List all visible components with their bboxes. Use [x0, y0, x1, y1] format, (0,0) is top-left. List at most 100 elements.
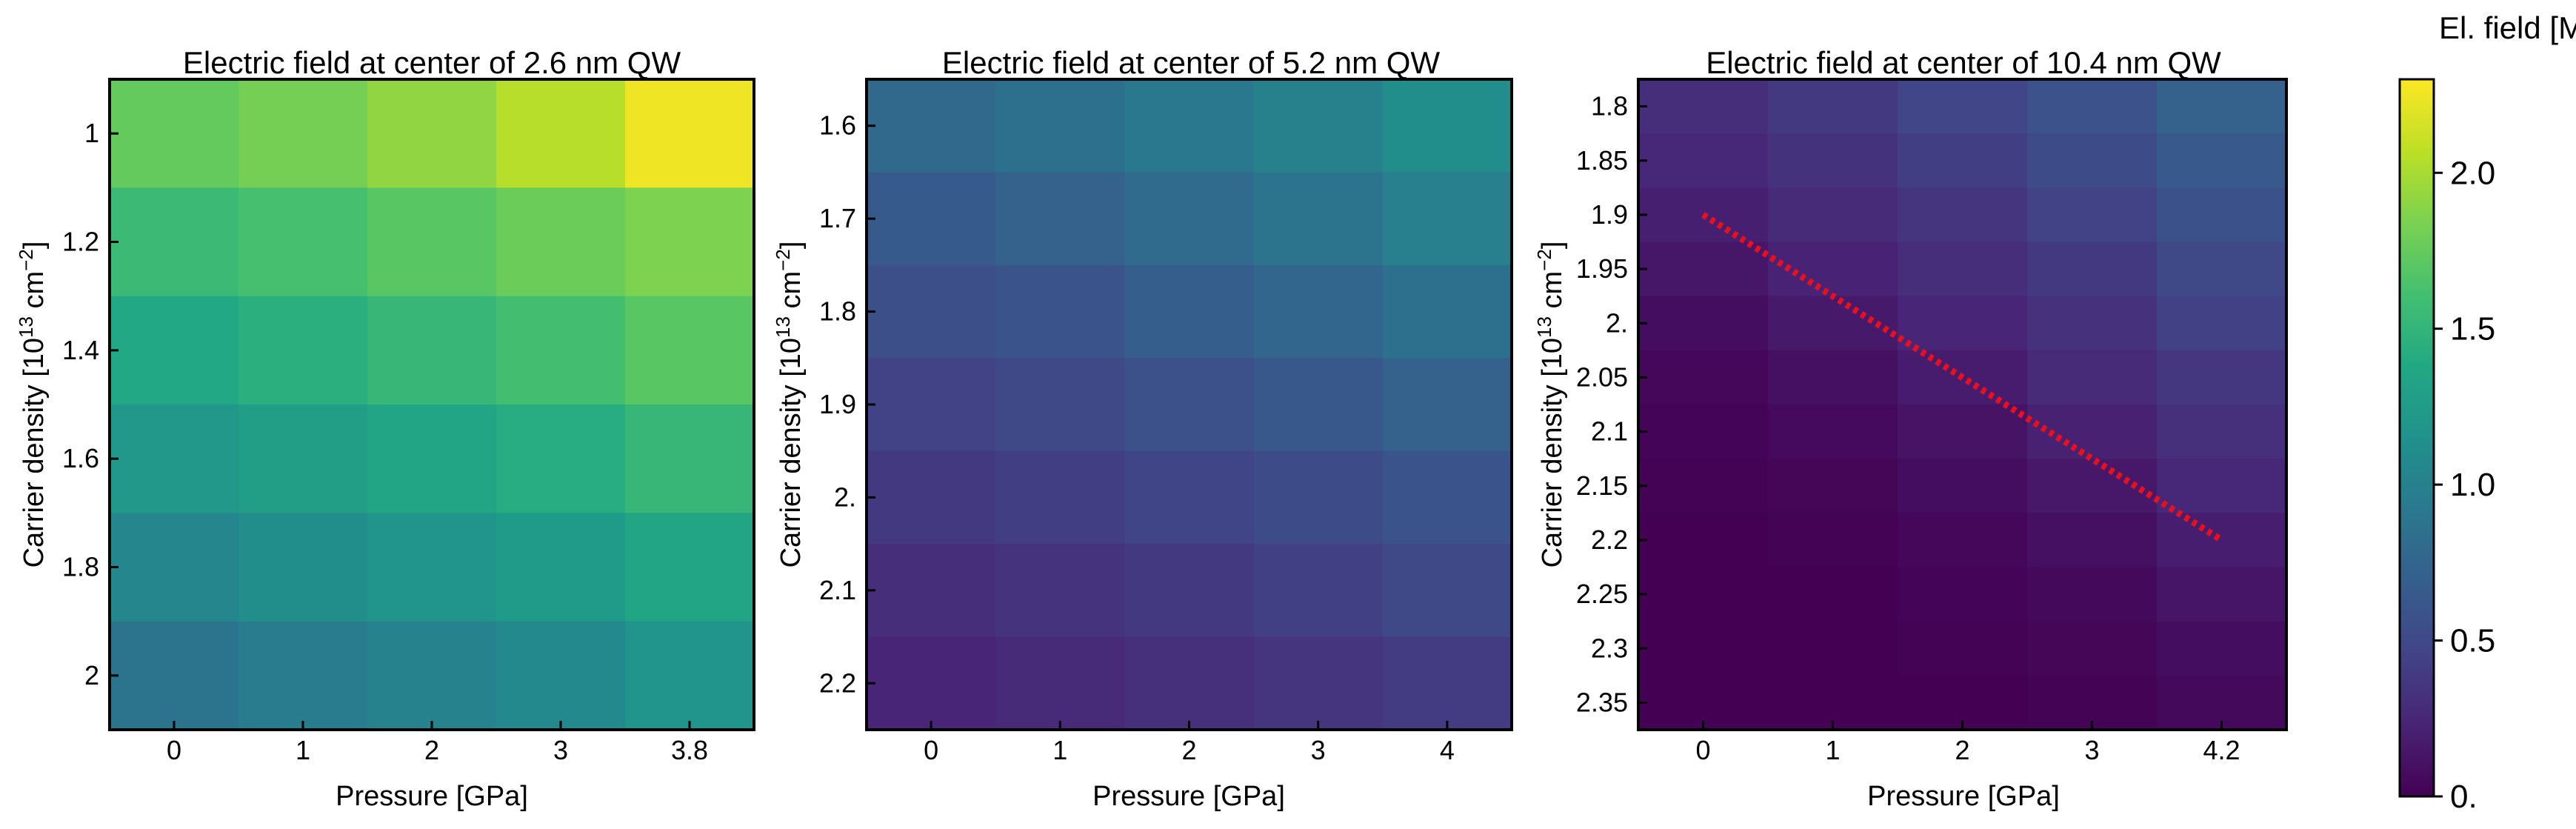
heatmap-cell	[367, 404, 497, 513]
heatmap-cell	[1124, 358, 1255, 452]
panel-1-title: Electric field at center of 2.6 nm QW	[183, 45, 681, 80]
y-tick-label: 1.8	[819, 296, 856, 327]
x-tick-label: 0	[1695, 735, 1710, 765]
x-tick-label: 2	[424, 735, 439, 765]
heatmap-cell	[2027, 621, 2158, 676]
x-tick-label: 0	[167, 735, 181, 765]
x-tick-label: 3	[553, 735, 568, 765]
y-tick-label: 2.35	[1576, 687, 1628, 717]
heatmap-cell	[1253, 79, 1384, 173]
x-tick-label: 3	[1311, 735, 1326, 765]
heatmap-cell	[2157, 404, 2287, 459]
heatmap-cell	[1382, 358, 1512, 452]
heatmap-cell	[1898, 133, 2028, 188]
panel-2-frame	[865, 78, 1513, 731]
colorbar-label: El. field [MV/cm]	[2439, 10, 2576, 45]
heatmap-cell	[625, 79, 755, 188]
heatmap-cell	[625, 513, 755, 622]
heatmap-cell	[625, 404, 755, 513]
heatmap-cell	[1638, 459, 1769, 513]
heatmap-cell	[2027, 404, 2158, 459]
heatmap-cell	[110, 79, 239, 188]
heatmap-cell	[1382, 172, 1512, 266]
heatmap-cell	[1638, 404, 1769, 459]
heatmap-cell	[2027, 296, 2158, 351]
y-tick-label: 1.9	[819, 389, 856, 419]
panel-1-x-ticks: 0 1 2 3 3.8	[167, 721, 708, 765]
panel-1-y-ticks: 1 1.2 1.4 1.6 1.8 2	[62, 118, 119, 690]
y-tick-label: 1.85	[1576, 145, 1628, 176]
heatmap-cell	[2027, 513, 2158, 568]
colorbar-tick-label: 1.0	[2450, 467, 2495, 503]
x-tick-label: 3	[2084, 735, 2099, 765]
panel-2-x-ticks: 0 1 2 3 4	[924, 721, 1455, 765]
heatmap-cell	[867, 358, 996, 452]
heatmap-cell	[1638, 133, 1769, 188]
heatmap-cell	[2027, 459, 2158, 513]
heatmap-cell	[2027, 187, 2158, 243]
panel-1-cells	[110, 79, 755, 730]
heatmap-cell	[367, 513, 497, 622]
heatmap-cell	[867, 450, 996, 545]
heatmap-cell	[1898, 187, 2028, 243]
heatmap-cell	[1382, 264, 1512, 359]
heatmap-cell	[1638, 350, 1769, 405]
overlay-dotted-line	[1701, 212, 2223, 543]
heatmap-cell	[2027, 350, 2158, 405]
heatmap-cell	[110, 296, 239, 405]
heatmap-cell	[1253, 172, 1384, 266]
colorbar-tick-label: 2.0	[2450, 155, 2495, 191]
x-tick-label: 4	[1440, 735, 1455, 765]
y-tick-label: 2.25	[1576, 579, 1628, 609]
heatmap-cell	[625, 187, 755, 297]
heatmap-cell	[110, 513, 239, 622]
heatmap-cell	[995, 636, 1125, 730]
x-tick-label: 1	[1825, 735, 1840, 765]
heatmap-cell	[2157, 133, 2287, 188]
heatmap-cell	[2027, 567, 2158, 622]
heatmap-cell	[2157, 187, 2287, 243]
x-tick-label: 0	[924, 735, 938, 765]
y-tick-label: 1.8	[1591, 91, 1628, 121]
heatmap-cell	[1124, 636, 1255, 730]
y-tick-label: 2.1	[819, 575, 856, 605]
heatmap-cell	[238, 187, 368, 297]
heatmap-cell	[1124, 450, 1255, 545]
heatmap-cell	[496, 296, 626, 405]
heatmap-cell	[1768, 621, 1898, 676]
heatmap-cell	[2027, 242, 2158, 297]
heatmap-cell	[110, 621, 239, 730]
heatmap-cell	[1638, 296, 1769, 351]
heatmap-cell	[625, 296, 755, 405]
y-tick-label: 1.6	[819, 110, 856, 141]
heatmap-cell	[2157, 459, 2287, 513]
y-tick-label: 2.05	[1576, 362, 1628, 392]
heatmap-cell	[2157, 296, 2287, 351]
heatmap-cell	[1124, 264, 1255, 359]
heatmap-cell	[1768, 350, 1898, 405]
colorbar-tick-label: 1.5	[2450, 311, 2495, 347]
heatmap-cell	[238, 404, 368, 513]
heatmap-cell	[1768, 404, 1898, 459]
heatmap-cell	[1898, 79, 2028, 134]
heatmap-cell	[2157, 567, 2287, 622]
heatmap-cell	[1898, 567, 2028, 622]
heatmap-cell	[2157, 242, 2287, 297]
heatmap-cell	[1124, 79, 1255, 173]
heatmap-cell	[995, 264, 1125, 359]
panel-2-x-label: Pressure [GPa]	[1092, 781, 1285, 812]
panel-3-title: Electric field at center of 10.4 nm QW	[1706, 45, 2221, 80]
heatmap-cell	[995, 358, 1125, 452]
heatmap-cell	[1382, 544, 1512, 638]
heatmap-cell	[110, 187, 239, 297]
heatmap-panel-3: Electric field at center of 10.4 nm QW 0…	[1533, 45, 2288, 812]
panel-2-cells	[867, 79, 1512, 730]
y-tick-label: 1.9	[1591, 199, 1628, 230]
y-tick-label: 1.4	[62, 335, 99, 365]
y-tick-label: 2.2	[819, 667, 856, 698]
heatmap-cell	[1253, 636, 1384, 730]
colorbar-tick-label: 0.	[2450, 779, 2477, 815]
heatmap-cell	[496, 621, 626, 730]
heatmap-cell	[496, 513, 626, 622]
panel-3-overlay	[1701, 212, 2223, 543]
